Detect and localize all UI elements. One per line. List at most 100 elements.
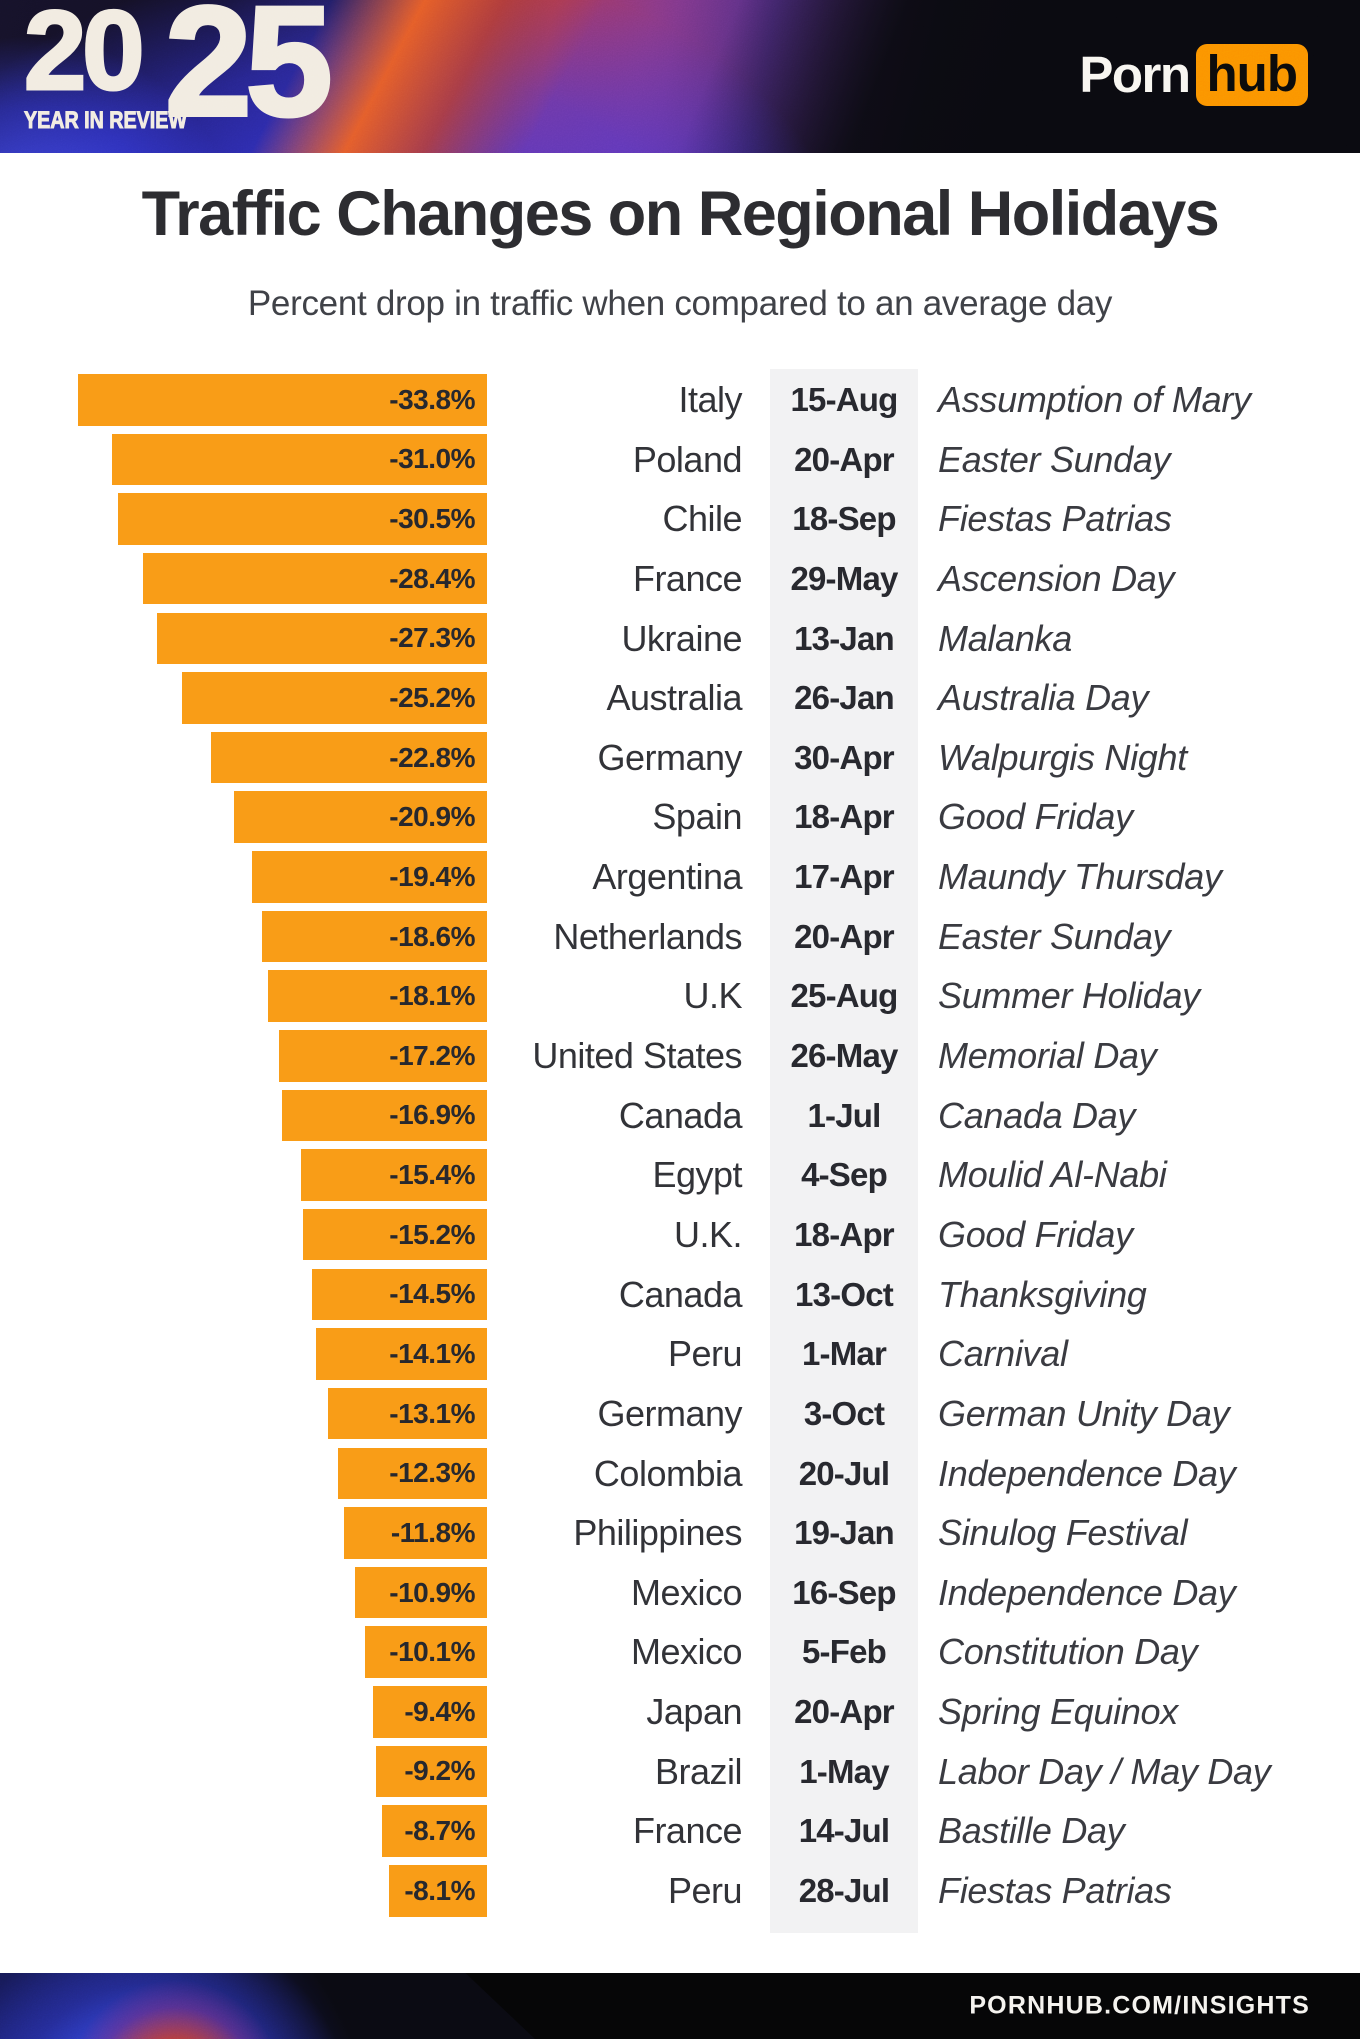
country-label: Japan (646, 1691, 742, 1733)
holiday-date: 29-May (790, 559, 898, 597)
country-label: Germany (597, 736, 742, 778)
bar-zone: -13.1% (0, 1387, 487, 1440)
holiday-name: Carnival (938, 1333, 1068, 1375)
grain-texture (0, 1973, 535, 2039)
bar-zone: -10.1% (0, 1626, 487, 1678)
holiday-date: 26-May (790, 1037, 898, 1075)
traffic-drop-value: -25.2% (389, 681, 475, 713)
pornhub-logo-porn: Porn (1079, 46, 1191, 103)
bar-zone: -14.1% (0, 1328, 487, 1380)
year-in-review-lockup: 20 25 YEAR IN REVIEW (0, 0, 420, 153)
footer-gradient-blob (0, 1973, 535, 2039)
holiday-date: 28-Jul (798, 1872, 890, 1910)
bar-zone: -10.9% (0, 1566, 487, 1619)
country-label: U.K (683, 975, 742, 1017)
year-digits-20: 20 (23, 0, 147, 113)
holiday-date: 19-Jan (794, 1514, 895, 1552)
country-label: Colombia (593, 1452, 743, 1494)
traffic-drop-bar: -28.4% (143, 552, 487, 605)
traffic-drop-bar: -33.8% (78, 374, 487, 426)
traffic-drop-bar: -22.8% (211, 731, 487, 784)
country-label: Egypt (652, 1154, 742, 1196)
traffic-drop-value: -18.1% (389, 980, 475, 1012)
holiday-name: Easter Sunday (938, 438, 1171, 480)
holiday-date: 18-Sep (792, 500, 896, 538)
holiday-name: Sinulog Festival (938, 1512, 1188, 1554)
chart-row: -31.0% Poland 20-Apr Easter Sunday (0, 433, 1360, 486)
chart-row: -11.8% Philippines 19-Jan Sinulog Festiv… (0, 1507, 1360, 1559)
holiday-name: Good Friday (938, 796, 1133, 838)
holiday-name: Moulid Al-Nabi (938, 1154, 1167, 1196)
bar-zone: -31.0% (0, 433, 487, 486)
holiday-name: Malanka (938, 617, 1072, 659)
bar-zone: -28.4% (0, 552, 487, 605)
holiday-date: 3-Oct (803, 1394, 885, 1432)
traffic-drop-bar: -25.2% (182, 672, 487, 724)
holiday-name: Memorial Day (938, 1035, 1157, 1077)
bar-zone: -18.1% (0, 970, 487, 1022)
traffic-drop-value: -13.1% (389, 1397, 475, 1429)
country-label: Chile (662, 498, 742, 540)
holiday-name: Independence Day (938, 1452, 1236, 1494)
bar-zone: -20.9% (0, 791, 487, 843)
chart-row: -13.1% Germany 3-Oct German Unity Day (0, 1387, 1360, 1440)
chart-row: -27.3% Ukraine 13-Jan Malanka (0, 612, 1360, 665)
holiday-name: Fiestas Patrias (938, 498, 1172, 540)
chart-row: -28.4% France 29-May Ascension Day (0, 552, 1360, 605)
holiday-date: 1-May (799, 1752, 889, 1790)
chart-row: -20.9% Spain 18-Apr Good Friday (0, 791, 1360, 843)
traffic-drop-bar: -15.2% (303, 1208, 487, 1261)
header-banner: 20 25 YEAR IN REVIEW Porn hub (0, 0, 1360, 153)
holiday-name: Australia Day (938, 677, 1149, 719)
holiday-name: Spring Equinox (938, 1691, 1178, 1733)
traffic-drop-bar: -8.1% (389, 1865, 487, 1917)
country-label: U.K. (673, 1213, 743, 1255)
holiday-date: 5-Feb (801, 1633, 887, 1671)
traffic-drop-bar: -15.4% (301, 1149, 487, 1201)
bar-zone: -19.4% (0, 851, 487, 903)
bar-zone: -9.4% (0, 1686, 487, 1738)
traffic-drop-value: -33.8% (389, 383, 475, 415)
traffic-drop-bar: -9.4% (373, 1686, 487, 1738)
holiday-name: Summer Holiday (938, 975, 1200, 1017)
traffic-drop-bar: -13.1% (328, 1387, 487, 1440)
traffic-drop-bar: -11.8% (344, 1507, 487, 1559)
traffic-drop-bar: -14.5% (312, 1268, 487, 1321)
country-label: United States (532, 1035, 742, 1077)
traffic-drop-value: -19.4% (389, 860, 475, 892)
country-label: Netherlands (553, 915, 742, 957)
country-label: Brazil (654, 1750, 743, 1792)
chart-row: -18.1% U.K 25-Aug Summer Holiday (0, 970, 1360, 1022)
traffic-drop-bar: -9.2% (376, 1745, 487, 1798)
holiday-name: Labor Day / May Day (938, 1750, 1271, 1792)
bar-zone: -17.2% (0, 1030, 487, 1082)
country-label: Poland (632, 438, 743, 480)
chart-row: -17.2% United States 26-May Memorial Day (0, 1030, 1360, 1082)
traffic-drop-value: -28.4% (389, 562, 475, 594)
chart-row: -18.6% Netherlands 20-Apr Easter Sunday (0, 910, 1360, 963)
chart-row: -14.1% Peru 1-Mar Carnival (0, 1328, 1360, 1380)
traffic-drop-bar: -17.2% (279, 1030, 487, 1082)
holiday-name: Fiestas Patrias (938, 1870, 1172, 1912)
traffic-drop-value: -18.6% (389, 920, 475, 952)
holiday-date: 4-Sep (801, 1156, 888, 1194)
bar-zone: -25.2% (0, 672, 487, 724)
page-title: Traffic Changes on Regional Holidays (141, 179, 1220, 249)
holiday-date: 26-Jan (794, 679, 895, 717)
chart-row: -9.4% Japan 20-Apr Spring Equinox (0, 1686, 1360, 1738)
holiday-name: Independence Day (938, 1571, 1236, 1613)
chart-row: -19.4% Argentina 17-Apr Maundy Thursday (0, 851, 1360, 903)
traffic-drop-bar: -10.9% (355, 1566, 487, 1619)
holiday-date: 17-Apr (794, 858, 895, 896)
traffic-drop-value: -9.2% (404, 1755, 475, 1787)
traffic-drop-bar: -14.1% (316, 1328, 487, 1380)
bar-zone: -27.3% (0, 612, 487, 665)
chart-row: -10.9% Mexico 16-Sep Independence Day (0, 1566, 1360, 1619)
pornhub-logo-hub: hub (1195, 44, 1308, 106)
holiday-name: German Unity Day (938, 1392, 1230, 1434)
bar-zone: -8.7% (0, 1805, 487, 1857)
traffic-drop-value: -20.9% (389, 801, 475, 833)
traffic-drop-bar: -16.9% (282, 1089, 487, 1142)
chart-row: -8.1% Peru 28-Jul Fiestas Patrias (0, 1865, 1360, 1917)
